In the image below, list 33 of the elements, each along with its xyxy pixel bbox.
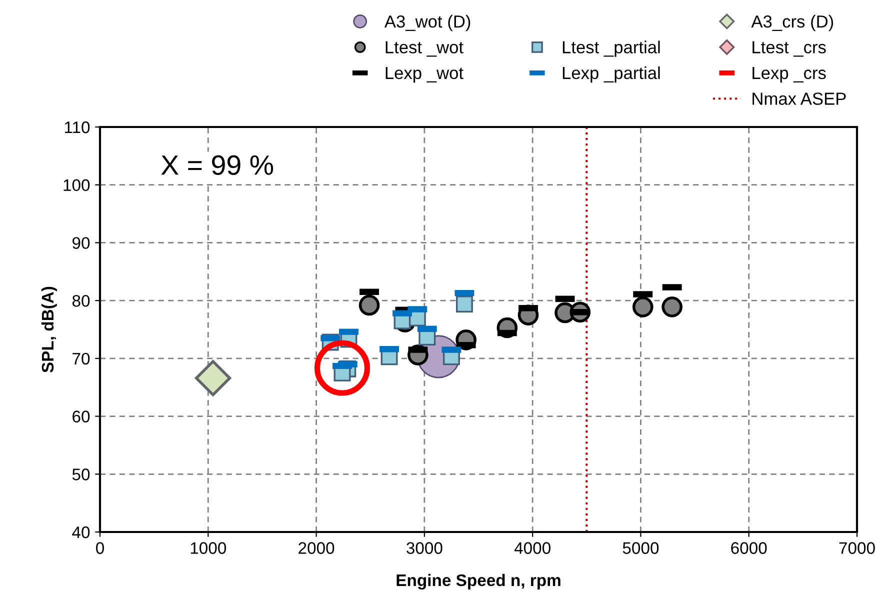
y-tick-label: 50 <box>72 468 90 480</box>
y-tick-label: 60 <box>72 410 90 422</box>
point <box>632 296 654 318</box>
x-tick-label: 4000 <box>514 542 550 554</box>
legend-label: Lexp _partial <box>562 66 660 83</box>
y-tick-label: 90 <box>72 237 90 249</box>
y-tick-label: 110 <box>64 121 90 134</box>
legend-label: A3_crs (D) <box>751 14 834 32</box>
y-tick-label: 100 <box>64 179 90 192</box>
legend-label: Nmax ASEP <box>752 92 846 105</box>
y-tick-label: 40 <box>72 526 90 538</box>
x-tick-label: 2000 <box>298 542 334 554</box>
legend-label: Ltest _wot <box>386 41 464 57</box>
y-axis-title: SPL, dB(A) <box>41 286 57 373</box>
point <box>662 296 682 318</box>
annotation: X = 99 % <box>161 155 274 175</box>
x-tick-label: 7000 <box>839 542 875 554</box>
point <box>194 360 232 396</box>
legend-label: Ltest _crs <box>752 41 826 57</box>
x-tick-label: 1000 <box>190 542 226 554</box>
legend-label: Lexp _wot <box>386 67 464 83</box>
x-tick-label: 0 <box>96 542 104 554</box>
legend-label: Ltest _partial <box>562 40 660 57</box>
y-tick-label: 70 <box>72 352 90 365</box>
x-axis-title: Engine Speed n, rpm <box>396 574 560 590</box>
y-tick-label: 80 <box>72 294 90 307</box>
x-tick-label: 5000 <box>622 542 659 554</box>
point <box>358 294 380 316</box>
x-tick-label: 3000 <box>406 542 442 554</box>
legend-label: A3_wot (D) <box>384 14 470 32</box>
point <box>456 296 473 313</box>
legend-label: Lexp _crs <box>752 67 826 83</box>
x-tick-label: 6000 <box>731 542 767 554</box>
